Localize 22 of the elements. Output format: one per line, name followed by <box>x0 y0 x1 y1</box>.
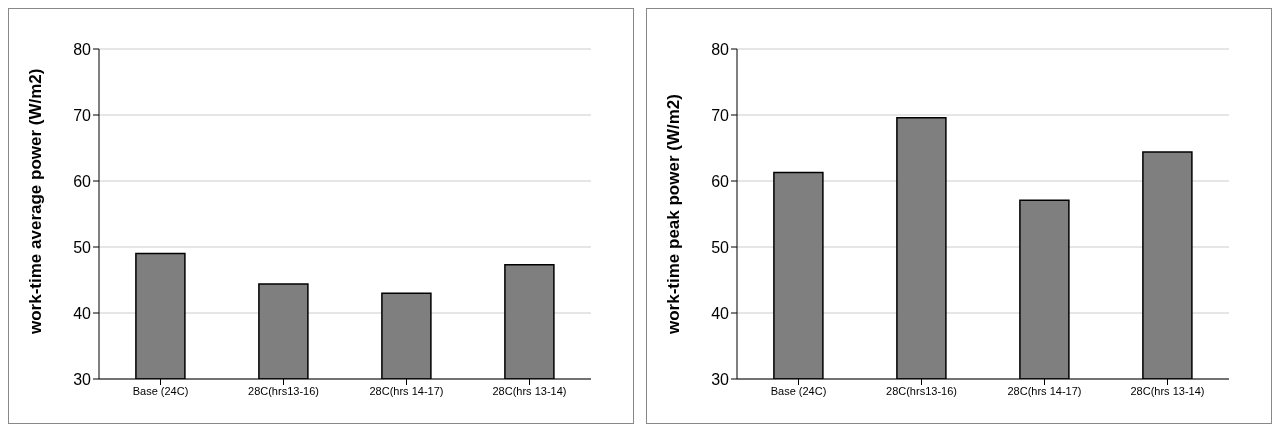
y-tick-label: 80 <box>73 40 92 58</box>
x-tick-label: Base (24C) <box>770 384 827 397</box>
y-tick-label: 70 <box>73 106 92 124</box>
y-tick-label: 30 <box>73 370 92 388</box>
y-axis-title: work-time average power (W/m2) <box>26 68 46 335</box>
x-tick-label: Base (24C) <box>132 384 189 397</box>
y-tick-label: 70 <box>711 106 730 124</box>
y-tick-label: 60 <box>711 172 730 190</box>
x-tick-label: 28C(hrs 13-14) <box>1130 384 1205 397</box>
x-tick-label: 28C(hrs13-16) <box>886 384 957 397</box>
y-tick-label: 50 <box>711 238 730 256</box>
x-tick-label: 28C(hrs 14-17) <box>369 384 444 397</box>
x-tick-label: 28C(hrs 13-14) <box>492 384 567 397</box>
y-tick-label: 40 <box>711 304 730 322</box>
y-tick-label: 60 <box>73 172 92 190</box>
x-tick-label: 28C(hrs13-16) <box>248 384 319 397</box>
y-tick-label: 30 <box>711 370 730 388</box>
y-tick-label: 50 <box>73 238 92 256</box>
x-tick-label: 28C(hrs 14-17) <box>1007 384 1082 397</box>
y-tick-label: 80 <box>711 40 730 58</box>
y-tick-label: 40 <box>73 304 92 322</box>
y-axis-title: work-time peak power (W/m2) <box>664 94 684 335</box>
